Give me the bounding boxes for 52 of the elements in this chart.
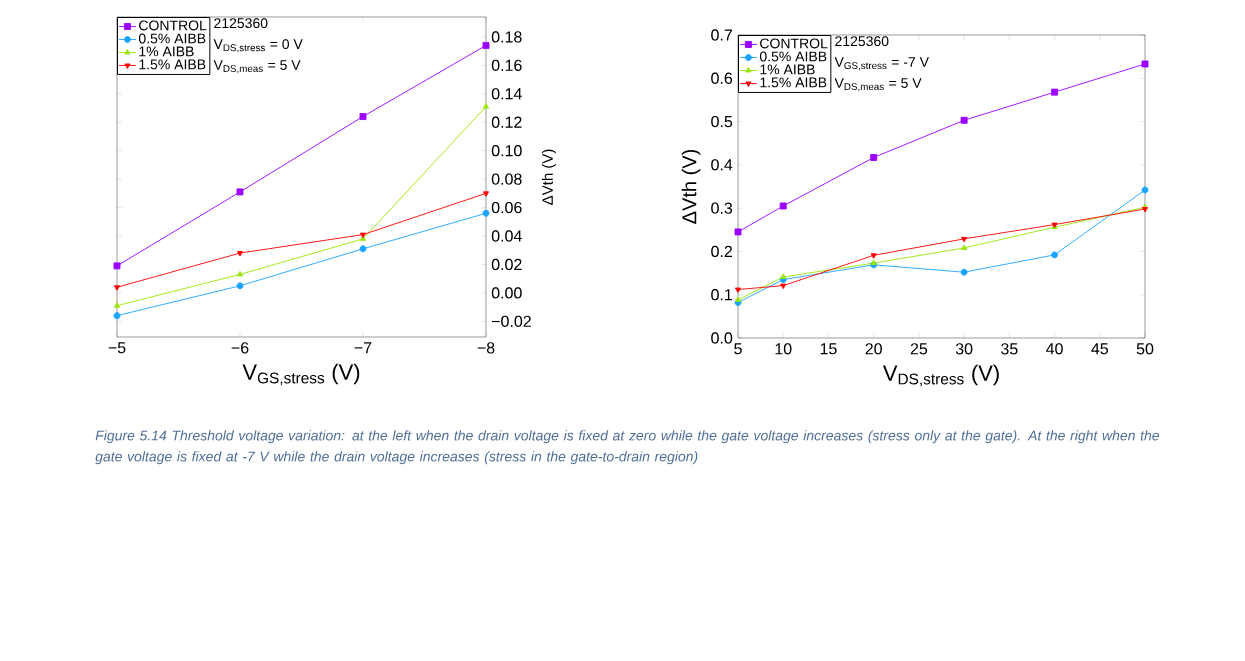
annotation: 2125360 — [835, 36, 889, 47]
y-tick-label: 0.6 — [711, 72, 733, 84]
y-tick-label: 0.12 — [491, 116, 522, 128]
x-tick-label: −7 — [354, 342, 372, 354]
y-tick-label: 0.18 — [491, 31, 522, 43]
y-tick-label: 0.08 — [491, 173, 522, 185]
x-tick-label: 15 — [820, 343, 837, 355]
y-tick-label: 0.14 — [491, 88, 522, 100]
y-tick-label: 0.0 — [711, 332, 733, 344]
x-axis-title: V$_{DS,stress}$ (V) — [882, 364, 999, 387]
y-tick-label: 0.06 — [491, 201, 522, 214]
y-tick-label: 0.10 — [491, 145, 522, 157]
x-tick-label: −6 — [231, 342, 249, 354]
x-tick-label: 20 — [865, 343, 882, 355]
legend-label: 1% AIBB — [139, 46, 194, 57]
legend-label: 0.5% AIBB — [759, 51, 827, 62]
y-tick-label: 0.1 — [711, 289, 733, 301]
y-axis-title: ΔVth (V) — [541, 149, 556, 205]
x-tick-label: 5 — [734, 343, 742, 355]
y-tick-label: 0.04 — [491, 230, 522, 242]
legend-label: 0.5% AIBB — [138, 33, 206, 44]
annotation: V$_{DS,meas}$ = 5 V — [834, 78, 922, 92]
legend-label: 1% AIBB — [760, 64, 815, 75]
x-axis-title: V$_{GS,stress}$ (V) — [242, 363, 360, 386]
legend-label: CONTROL — [139, 20, 207, 31]
x-tick-label: 40 — [1046, 343, 1063, 355]
legend-label: 1.5% AIBB — [760, 77, 827, 88]
y-tick-label: 0.4 — [711, 159, 733, 171]
y-tick-label: 0.3 — [711, 202, 733, 214]
legend-label: 1.5% AIBB — [139, 59, 206, 70]
annotation: V$_{DS,stress}$ = 0 V — [213, 39, 303, 53]
annotation: 2125360 — [214, 18, 268, 29]
y-tick-label: 0.2 — [711, 245, 732, 258]
y-tick-label: 0.00 — [491, 287, 522, 299]
caption: Figure 5.14 Threshold voltage variation: at the left when the drain voltage is fixed at zero while the gate voltage increases (stress only at the gate). At the right when the gate voltage is fixed at -7 V while the drain voltage increases (stress in the gate-to-drain region) — [95, 430, 1160, 465]
y-tick-label: 0.5 — [711, 115, 733, 128]
annotation: V$_{DS,meas}$ = 5 V — [213, 60, 301, 74]
x-tick-label: −5 — [108, 342, 126, 354]
x-tick-label: −8 — [477, 342, 495, 354]
x-tick-label: 25 — [910, 343, 928, 355]
x-tick-label: 45 — [1091, 343, 1109, 355]
y-tick-label: 0.02 — [491, 258, 522, 271]
y-tick-label: 0.7 — [711, 29, 732, 41]
y-axis-title: ΔVth (V) — [681, 149, 701, 224]
x-tick-label: 30 — [955, 343, 973, 355]
x-tick-label: 50 — [1136, 343, 1154, 355]
x-tick-label: 10 — [775, 343, 792, 355]
legend-label: CONTROL — [760, 38, 828, 49]
annotation: V$_{GS,stress}$ = -7 V — [834, 57, 929, 71]
x-tick-label: 35 — [1001, 343, 1018, 355]
y-tick-label: 0.16 — [491, 59, 522, 72]
y-tick-label: −0.02 — [491, 315, 531, 328]
